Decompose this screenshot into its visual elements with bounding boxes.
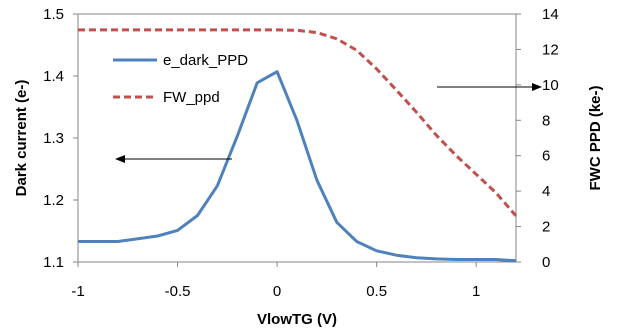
x-axis-title: VlowTG (V) bbox=[257, 311, 337, 328]
y-tick-label: 1.4 bbox=[43, 68, 64, 85]
y2-tick-label: 4 bbox=[542, 183, 550, 200]
legend-label-e-dark-ppd: e_dark_PPD bbox=[163, 52, 248, 69]
y2-tick-label: 6 bbox=[542, 148, 550, 165]
y-tick-label: 1.3 bbox=[43, 130, 64, 147]
y2-tick-label: 10 bbox=[542, 77, 559, 94]
legend-label-fw-ppd: FW_ppd bbox=[163, 89, 220, 106]
series-line-e-dark-ppd bbox=[78, 70, 517, 263]
x-tick-label: -0.5 bbox=[165, 283, 191, 300]
annotations bbox=[115, 83, 542, 163]
x-tick-label: 0 bbox=[273, 283, 281, 300]
series-lines bbox=[78, 28, 518, 263]
x-tick-label: -1 bbox=[71, 283, 84, 300]
y2-axis-title: FWC PPD (ke-) bbox=[587, 85, 604, 190]
x-tick-label: 0.5 bbox=[366, 283, 387, 300]
y2-tick-label: 12 bbox=[542, 41, 559, 58]
series-line-fw-ppd bbox=[78, 28, 518, 217]
y-axis-title: Dark current (e-) bbox=[13, 80, 30, 197]
x-tick-label: 1 bbox=[472, 283, 480, 300]
y2-tick-label: 14 bbox=[542, 6, 559, 23]
y2-tick-label: 2 bbox=[542, 219, 550, 236]
y-tick-label: 1.5 bbox=[43, 6, 64, 23]
plot-area-border bbox=[77, 13, 517, 263]
y-tick-label: 1.2 bbox=[43, 192, 64, 209]
y-tick-label: 1.1 bbox=[43, 254, 64, 271]
y2-tick-label: 0 bbox=[542, 254, 550, 271]
legend: e_dark_PPD FW_ppd bbox=[113, 52, 248, 106]
y2-tick-label: 8 bbox=[542, 112, 550, 129]
axes: -1 -0.5 0 0.5 1 1.1 1.2 1.3 1.4 1.5 0 2 4 6 8 10 12 14 bbox=[43, 6, 559, 300]
